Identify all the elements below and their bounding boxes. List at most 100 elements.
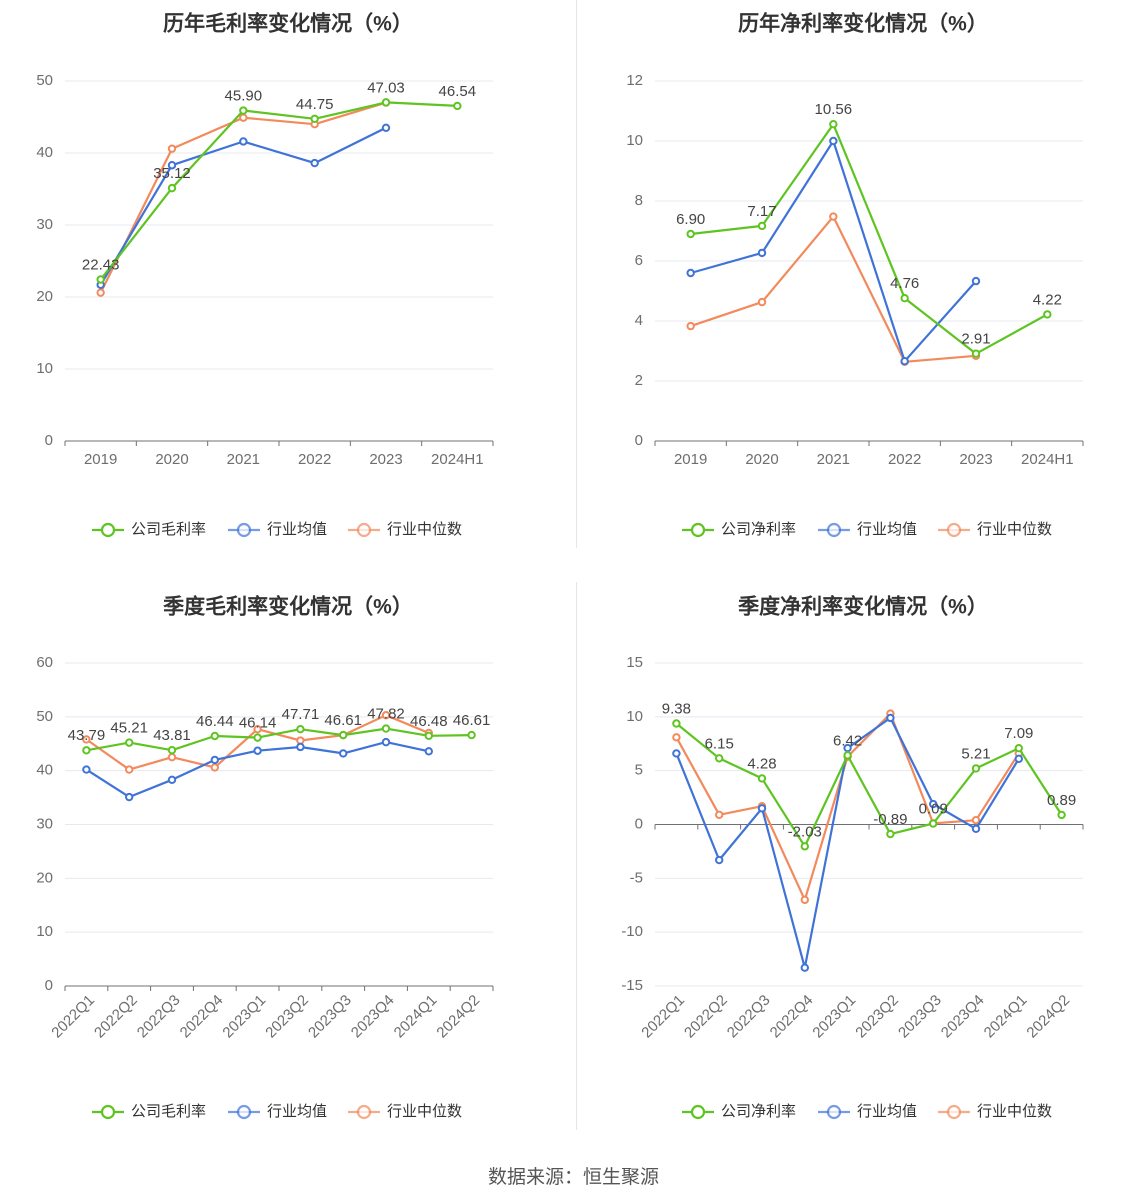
data-point-median xyxy=(686,321,695,331)
x-tick-label: 2023Q4 xyxy=(348,992,398,1042)
data-label: 9.38 xyxy=(662,700,691,717)
y-tick-label: 20 xyxy=(36,288,53,305)
data-point-company xyxy=(381,724,391,733)
x-tick-label: 2024H1 xyxy=(431,451,484,468)
data-label: 46.61 xyxy=(453,712,491,729)
chart-title: 历年净利率变化情况（%） xyxy=(738,12,988,36)
legend-label-avg: 行业均值 xyxy=(857,1103,917,1120)
y-tick-label: 40 xyxy=(36,762,53,779)
data-point-company xyxy=(757,221,767,231)
y-tick-label: 6 xyxy=(635,252,643,269)
data-point-avg xyxy=(253,746,262,755)
data-label: 4.22 xyxy=(1033,291,1062,308)
x-tick-label: 2023Q4 xyxy=(938,992,988,1042)
data-point-company xyxy=(971,349,981,358)
data-point-company xyxy=(167,183,177,193)
data-point-median xyxy=(167,144,177,153)
data-point-company xyxy=(253,733,262,742)
data-point-median xyxy=(253,725,262,734)
x-tick-label: 2022Q1 xyxy=(638,992,688,1042)
x-tick-label: 2019 xyxy=(84,451,117,468)
x-tick-label: 2020 xyxy=(155,451,188,468)
data-point-median xyxy=(296,736,305,745)
data-point-avg xyxy=(381,737,391,747)
x-tick-label: 2021 xyxy=(227,451,260,468)
data-point-company xyxy=(125,738,134,747)
data-label: 5.21 xyxy=(961,745,990,762)
data-label: 46.14 xyxy=(239,715,277,732)
data-label: -0.89 xyxy=(873,811,907,828)
data-point-company xyxy=(424,731,433,740)
data-point-median xyxy=(672,733,681,742)
legend-label-avg: 行业均值 xyxy=(267,521,327,538)
data-label: 46.48 xyxy=(410,713,448,730)
data-label: 0.09 xyxy=(919,800,948,817)
data-label: 4.28 xyxy=(747,755,776,772)
legend-label-avg: 行业均值 xyxy=(857,521,917,538)
data-point-company xyxy=(900,294,909,303)
series-line-company xyxy=(675,722,1063,848)
x-tick-label: 2020 xyxy=(745,451,778,468)
data-point-company xyxy=(829,120,838,129)
data-label: 43.81 xyxy=(153,727,191,744)
data-point-company xyxy=(296,724,305,734)
legend-marker-company xyxy=(100,522,116,538)
data-label: 46.54 xyxy=(439,83,477,100)
y-tick-label: 8 xyxy=(635,192,643,209)
x-tick-label: 2022Q4 xyxy=(767,992,817,1042)
series-line-median xyxy=(690,215,977,363)
data-label: 7.09 xyxy=(1004,725,1033,742)
data-point-company xyxy=(800,842,810,851)
data-point-avg xyxy=(900,357,909,366)
data-label: 7.17 xyxy=(747,203,776,220)
data-point-median xyxy=(167,753,177,762)
data-label: 4.76 xyxy=(890,275,919,292)
legend-label-median: 行业中位数 xyxy=(387,521,462,538)
y-tick-label: -10 xyxy=(621,923,643,940)
legend-marker-median xyxy=(356,522,372,538)
legend-label-company: 公司净利率 xyxy=(721,1103,796,1120)
data-point-median xyxy=(210,763,220,772)
data-point-avg xyxy=(672,749,681,758)
y-tick-label: 10 xyxy=(36,360,53,377)
legend-marker-company xyxy=(690,1104,706,1120)
y-tick-label: 30 xyxy=(36,216,53,233)
data-label: 6.42 xyxy=(833,732,862,749)
data-label: 35.12 xyxy=(153,165,191,182)
data-label: 45.90 xyxy=(225,87,263,104)
x-tick-label: 2023 xyxy=(959,451,992,468)
data-point-company xyxy=(971,764,981,773)
legend-marker-median xyxy=(946,1104,962,1120)
series-line-median xyxy=(99,101,387,294)
legend-marker-avg xyxy=(236,1104,252,1120)
data-point-company xyxy=(1057,810,1066,820)
y-tick-label: 50 xyxy=(36,708,53,725)
data-point-avg xyxy=(239,137,248,146)
y-tick-label: 10 xyxy=(36,923,53,940)
x-tick-label: 2022Q3 xyxy=(724,992,774,1042)
series-line-company xyxy=(690,123,1048,355)
vertical-divider-top xyxy=(576,0,577,548)
data-label: 2.91 xyxy=(961,331,990,348)
data-label: 10.56 xyxy=(815,101,853,118)
y-tick-label: 0 xyxy=(635,815,643,832)
x-tick-label: 2022Q2 xyxy=(681,992,731,1042)
y-tick-label: -15 xyxy=(621,977,643,994)
data-point-avg xyxy=(829,136,838,146)
data-point-company xyxy=(843,751,852,760)
data-point-avg xyxy=(971,824,981,834)
x-tick-label: 2023Q1 xyxy=(219,992,269,1042)
data-point-median xyxy=(96,288,105,297)
data-point-avg xyxy=(125,792,134,802)
x-tick-label: 2022Q1 xyxy=(48,992,98,1042)
data-point-company xyxy=(210,731,220,741)
data-label: 43.79 xyxy=(68,727,106,744)
vertical-divider-bottom xyxy=(576,582,577,1130)
x-tick-label: 2023Q2 xyxy=(262,992,312,1042)
x-tick-label: 2022 xyxy=(298,451,331,468)
data-label: 46.61 xyxy=(324,712,362,729)
data-point-avg xyxy=(715,855,724,865)
data-point-avg xyxy=(686,268,695,278)
data-point-avg xyxy=(82,765,91,774)
x-tick-label: 2024Q2 xyxy=(433,992,483,1042)
